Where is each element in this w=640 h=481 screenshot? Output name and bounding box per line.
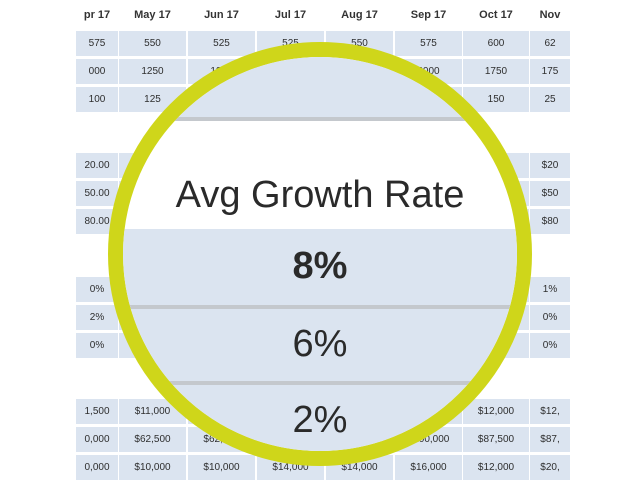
table-cell: 550	[119, 31, 186, 57]
table-cell: 62	[530, 31, 570, 57]
table-cell: 525	[188, 31, 255, 57]
table-cell: 575	[76, 31, 118, 57]
avg-growth-rate-value: 2%	[292, 398, 348, 441]
magnified-cell-1	[123, 229, 517, 305]
table-cell: $16,000	[395, 455, 462, 481]
table-cell: 20.00	[76, 153, 118, 179]
magnified-divider	[123, 381, 517, 385]
table-cell: 2%	[76, 305, 118, 331]
table-cell: $20,	[530, 455, 570, 481]
magnified-divider	[123, 305, 517, 309]
table-cell: 0%	[530, 333, 570, 359]
table-cell: 575	[395, 31, 462, 57]
table-cell: $10,000	[188, 455, 255, 481]
column-header: Jul 17	[274, 9, 307, 21]
table-cell: 0,000	[76, 427, 118, 453]
table-cell: 175	[530, 59, 570, 85]
table-cell: 000	[76, 59, 118, 85]
table-cell: $12,	[530, 399, 570, 425]
column-header: Jun 17	[204, 9, 239, 21]
magnified-cell-2	[123, 309, 517, 381]
column-header: Oct 17	[479, 9, 513, 21]
table-cell: $87,	[530, 427, 570, 453]
table-cell: $80	[530, 209, 570, 235]
column-header: pr 17	[83, 9, 111, 21]
column-header: Nov	[539, 9, 561, 21]
avg-growth-rate-value: 8%	[292, 244, 348, 287]
table-cell: 0%	[530, 305, 570, 331]
table-cell: 0,000	[76, 455, 118, 481]
table-cell: $10,000	[119, 455, 186, 481]
column-header: May 17	[134, 9, 171, 21]
table-cell: $12,000	[463, 455, 529, 481]
column-header: Aug 17	[341, 9, 378, 21]
table-cell: 50.00	[76, 181, 118, 207]
table-cell: 100	[76, 87, 118, 113]
avg-growth-rate-header: Avg Growth Rate	[175, 173, 465, 216]
table-cell: $50	[530, 181, 570, 207]
avg-growth-rate-value: 6%	[292, 322, 348, 365]
table-cell: 600	[463, 31, 529, 57]
magnified-divider	[123, 117, 517, 121]
column-header: Sep 17	[410, 9, 447, 21]
magnifier-lens: Avg Growth Rate 8% 6% 2%	[108, 42, 532, 466]
table-cell: 1,500	[76, 399, 118, 425]
table-cell: 0%	[76, 333, 118, 359]
table-cell: 1%	[530, 277, 570, 303]
table-cell: 25	[530, 87, 570, 113]
table-cell: $20	[530, 153, 570, 179]
magnified-row-band	[123, 57, 517, 117]
magnified-cell-3	[123, 385, 517, 451]
